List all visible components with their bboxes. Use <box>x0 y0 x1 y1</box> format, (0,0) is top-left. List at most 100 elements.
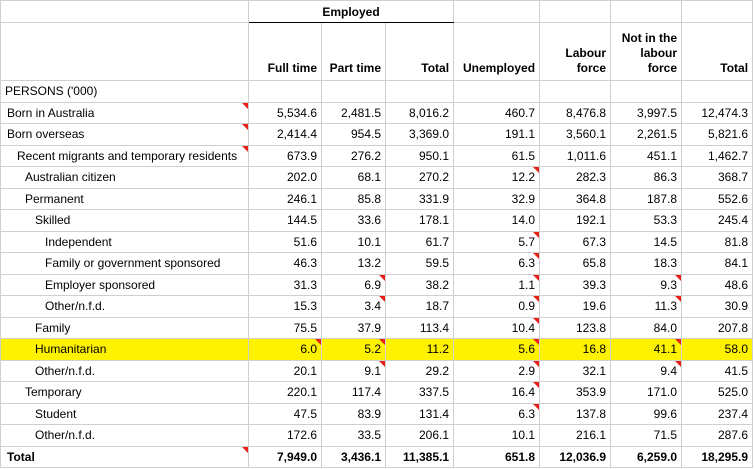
table-row: Other/n.f.d. 172.6 33.5 206.1 10.1 216.1 71.5 2… <box>0 424 754 447</box>
row-label: Other/n.f.d. <box>0 424 249 447</box>
table-cell: 0.9 <box>453 295 541 318</box>
comment-flag-icon <box>533 403 539 410</box>
table-row: Employer sponsored 31.3 6.9 38.2 1.1 39.3 9.3 4… <box>0 273 754 296</box>
table-cell: 451.1 <box>610 144 683 167</box>
comment-flag-icon <box>675 274 681 281</box>
table-cell: 187.8 <box>610 187 683 210</box>
table-cell: 53.3 <box>610 209 683 232</box>
cell-value: 18.7 <box>425 299 450 314</box>
table-cell: 3,560.1 <box>539 123 612 146</box>
cell-value: 117.4 <box>351 385 381 400</box>
table-cell: 5.7 <box>453 230 541 253</box>
cell-value: 364.8 <box>576 191 607 206</box>
table-cell: 6.9 <box>321 273 386 296</box>
cell-value: 216.1 <box>576 428 607 443</box>
comment-flag-icon <box>242 145 248 152</box>
table-cell: 131.4 <box>384 402 455 425</box>
table-cell: 123.8 <box>539 316 612 339</box>
table-row: Recent migrants and temporary residents 6… <box>0 144 754 167</box>
table-cell: 117.4 <box>321 381 386 404</box>
comment-flag-icon <box>379 274 385 281</box>
table-cell: 246.1 <box>248 187 322 210</box>
table-cell: 954.5 <box>321 123 386 146</box>
col-header-employed-total: Total <box>384 22 455 81</box>
table-cell: 337.5 <box>384 381 455 404</box>
comment-flag-icon <box>675 339 681 345</box>
table-row: Independent 51.6 10.1 61.7 5.7 67.3 14.5 81.8 <box>0 230 754 253</box>
table-cell: 1.1 <box>453 273 541 296</box>
cell-value: 33.6 <box>357 213 381 228</box>
table-cell: 67.3 <box>539 230 612 253</box>
table-cell: 1,462.7 <box>681 144 754 167</box>
table-cell: 10.1 <box>453 424 541 447</box>
comment-flag-icon <box>533 231 539 238</box>
cell-value: 41.1 <box>653 342 678 357</box>
table-cell: 5,534.6 <box>248 101 322 124</box>
table-cell: 950.1 <box>384 144 455 167</box>
cell-value: 81.8 <box>724 234 749 249</box>
cell-value: 10.1 <box>511 428 536 443</box>
table-cell: 59.5 <box>384 252 455 275</box>
table-cell: 29.2 <box>384 359 455 382</box>
cell-value: 83.9 <box>357 406 381 421</box>
col-header-not-in-labour-force: Not in the labour force <box>610 22 683 81</box>
cell-value: 123.8 <box>576 320 607 335</box>
cell-value: 38.2 <box>425 277 450 292</box>
table-cell: 3,369.0 <box>384 123 455 146</box>
cell-value: 33.5 <box>357 428 381 443</box>
cell-value: 51.6 <box>293 234 317 249</box>
cell-value: 245.4 <box>718 213 749 228</box>
cell-value: 0.9 <box>518 299 536 314</box>
table-cell: 51.6 <box>248 230 322 253</box>
comment-flag-icon <box>379 360 385 367</box>
table-cell: 65.8 <box>539 252 612 275</box>
comment-flag-icon <box>379 339 385 345</box>
row-label: Permanent <box>0 187 249 210</box>
table-row: Temporary 220.1 117.4 337.5 16.4 353.9 171.0 52… <box>0 381 754 404</box>
total-cell: 18,295.9 <box>681 445 754 468</box>
table-cell: 220.1 <box>248 381 322 404</box>
header-blank-cell <box>0 22 249 81</box>
table-cell: 5.2 <box>321 338 386 361</box>
table-cell: 460.7 <box>453 101 541 124</box>
cell-value: 15.3 <box>293 299 317 314</box>
row-label: Born overseas <box>0 123 249 146</box>
cell-value: 71.5 <box>653 428 678 443</box>
row-label: Born in Australia <box>0 101 249 124</box>
table-cell: 19.6 <box>539 295 612 318</box>
table-cell: 32.9 <box>453 187 541 210</box>
cell-value: 368.7 <box>718 170 749 185</box>
table-cell: 48.6 <box>681 273 754 296</box>
table-cell: 287.6 <box>681 424 754 447</box>
table-cell: 84.0 <box>610 316 683 339</box>
table-row: Skilled 144.5 33.6 178.1 14.0 192.1 53.3 245.4 <box>0 209 754 232</box>
table-cell: 31.3 <box>248 273 322 296</box>
cell-value: 37.9 <box>357 320 381 335</box>
cell-value: 13.2 <box>357 256 381 271</box>
table-cell: 61.5 <box>453 144 541 167</box>
table-cell: 14.5 <box>610 230 683 253</box>
table-cell: 6.3 <box>453 402 541 425</box>
cell-value: 86.3 <box>653 170 678 185</box>
table-row: Australian citizen 202.0 68.1 270.2 12.2 282.… <box>0 166 754 189</box>
cell-value: 14.0 <box>511 213 536 228</box>
table-cell: 99.6 <box>610 402 683 425</box>
cell-value: 85.8 <box>357 191 381 206</box>
cell-value: 525.0 <box>718 385 749 400</box>
table-cell: 207.8 <box>681 316 754 339</box>
table-cell: 9.4 <box>610 359 683 382</box>
col-header-part-time: Part time <box>321 22 386 81</box>
table-cell: 353.9 <box>539 381 612 404</box>
col-header-total: Total <box>681 22 754 81</box>
table-cell: 2,414.4 <box>248 123 322 146</box>
table-cell: 6.3 <box>453 252 541 275</box>
cell-value: 246.1 <box>286 191 317 206</box>
total-value: 651.8 <box>505 449 536 464</box>
header-row-columns: Full time Part time Total Unemployed Lab… <box>0 22 754 81</box>
table-cell: 5.6 <box>453 338 541 361</box>
row-label: Employer sponsored <box>0 273 249 296</box>
table-cell: 144.5 <box>248 209 322 232</box>
cell-value: 12.2 <box>511 170 536 185</box>
table-cell: 216.1 <box>539 424 612 447</box>
comment-flag-icon <box>533 360 539 367</box>
